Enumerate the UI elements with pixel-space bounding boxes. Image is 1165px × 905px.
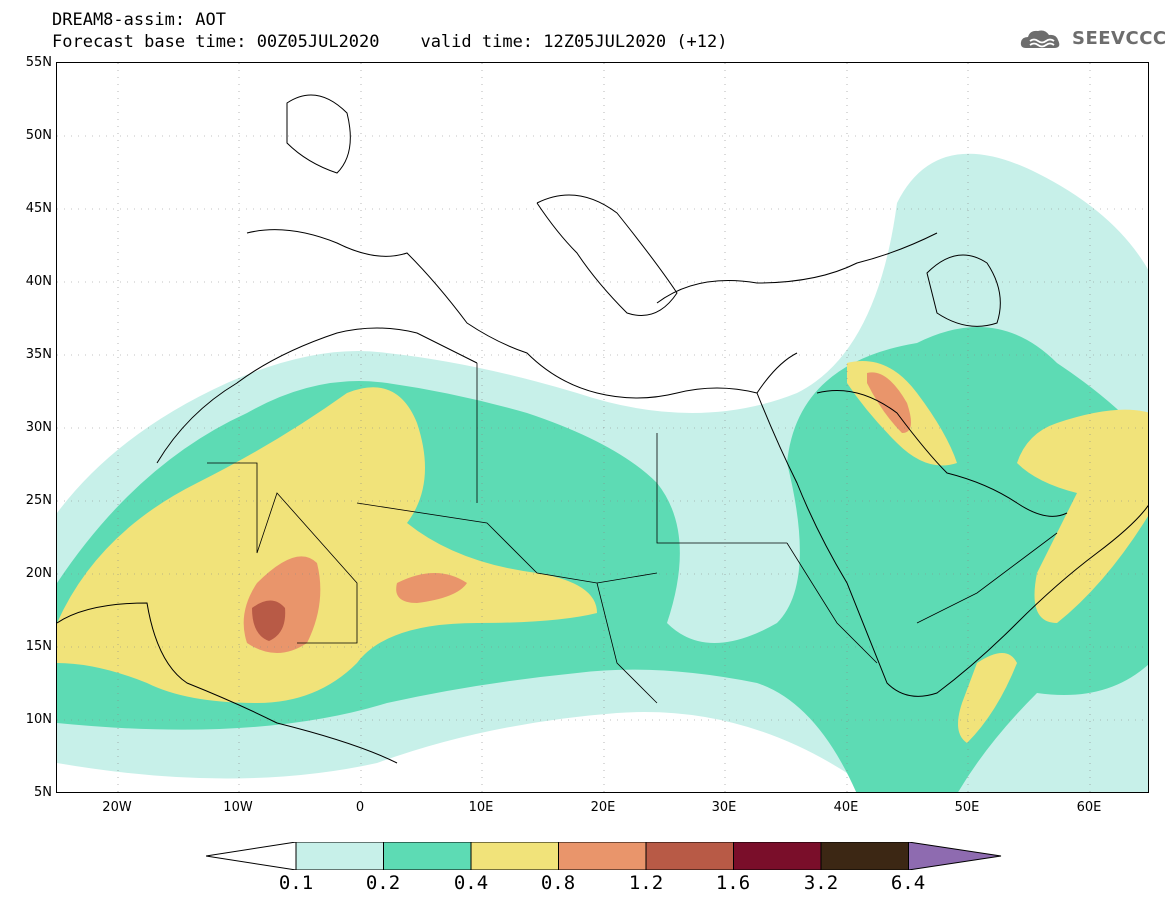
lon-label: 10E bbox=[468, 800, 494, 815]
aot-0.8-region-iraq bbox=[867, 372, 911, 433]
colorbar-over-triangle bbox=[908, 842, 1002, 870]
colorbar-label: 3.2 bbox=[803, 872, 839, 894]
colorbar-label: 1.6 bbox=[715, 872, 751, 894]
lat-label: 50N bbox=[25, 128, 52, 143]
lat-label: 10N bbox=[25, 712, 52, 727]
lat-label: 5N bbox=[34, 785, 52, 800]
lon-label: 40E bbox=[833, 800, 859, 815]
aot-0.8-region-niger bbox=[396, 573, 467, 603]
lat-label: 45N bbox=[25, 201, 52, 216]
lon-label: 0 bbox=[355, 800, 365, 815]
colorbar-segment bbox=[820, 842, 909, 870]
country-borders bbox=[207, 363, 1058, 704]
forecast-time-label: Forecast base time: 00Z05JUL2020 valid t… bbox=[52, 32, 728, 52]
aot-1.2-region bbox=[252, 600, 286, 641]
clear-region bbox=[657, 425, 764, 541]
colorbar-segment bbox=[558, 842, 647, 870]
colorbar-label: 1.2 bbox=[628, 872, 664, 894]
lon-label: 20W bbox=[102, 800, 132, 815]
lon-label: 60E bbox=[1076, 800, 1102, 815]
lon-label: 10W bbox=[223, 800, 253, 815]
lat-label: 55N bbox=[25, 55, 52, 70]
aot-0.4-region-horn bbox=[958, 653, 1017, 743]
lat-label: 30N bbox=[25, 420, 52, 435]
lat-label: 15N bbox=[25, 639, 52, 654]
lat-label: 40N bbox=[25, 274, 52, 289]
aot-colorbar bbox=[206, 842, 1002, 870]
colorbar-segment bbox=[733, 842, 822, 870]
lat-label: 25N bbox=[25, 493, 52, 508]
colorbar-under-triangle bbox=[206, 842, 297, 870]
colorbar-segment bbox=[383, 842, 472, 870]
lon-label: 50E bbox=[954, 800, 980, 815]
colorbar-segment bbox=[645, 842, 734, 870]
lon-label: 20E bbox=[590, 800, 616, 815]
aot-map bbox=[57, 63, 1148, 792]
logo-text: SEEVCCC bbox=[1072, 28, 1165, 49]
colorbar-label: 0.2 bbox=[365, 872, 401, 894]
grid-lines bbox=[57, 63, 1148, 792]
lon-label: 30E bbox=[711, 800, 737, 815]
lat-label: 20N bbox=[25, 566, 52, 581]
colorbar-label: 6.4 bbox=[890, 872, 926, 894]
aot-0.4-region bbox=[57, 387, 597, 703]
colorbar-label: 0.8 bbox=[540, 872, 576, 894]
aot-0.4-region-oman bbox=[1017, 409, 1148, 623]
map-title: DREAM8-assim: AOT bbox=[52, 10, 226, 30]
colorbar-segment bbox=[295, 842, 384, 870]
colorbar-segment bbox=[470, 842, 559, 870]
lat-label: 35N bbox=[25, 347, 52, 362]
cloud-icon bbox=[1020, 30, 1060, 48]
coastlines bbox=[57, 94, 1148, 764]
colorbar-label: 0.1 bbox=[278, 872, 314, 894]
colorbar-label: 0.4 bbox=[453, 872, 489, 894]
map-panel bbox=[56, 62, 1149, 793]
